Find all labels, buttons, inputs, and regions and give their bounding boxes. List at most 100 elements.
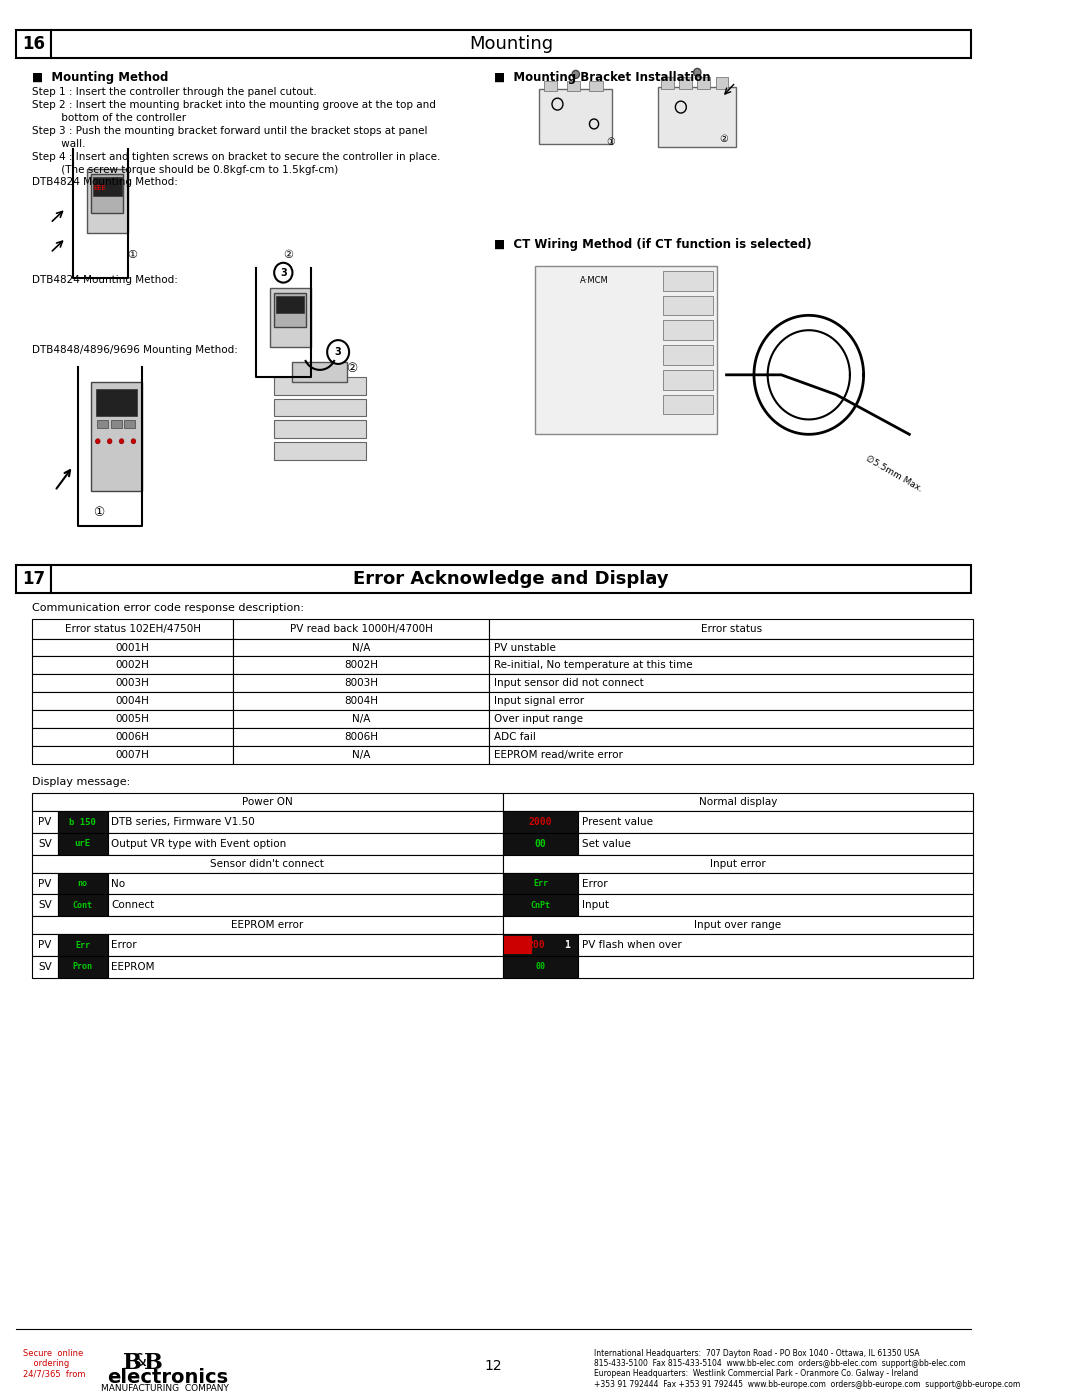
Bar (32, 833, 57, 855)
Text: PV: PV (38, 879, 52, 888)
Bar (86, 169, 127, 233)
Bar (233, 746, 489, 764)
Bar (658, 87, 735, 147)
Circle shape (119, 439, 124, 444)
Text: ■  Mounting Method: ■ Mounting Method (32, 71, 168, 84)
Bar (32, 793, 502, 812)
Text: Error status 102EH/4750H: Error status 102EH/4750H (65, 623, 201, 634)
Bar (57, 894, 108, 916)
Bar (97, 420, 108, 429)
Text: Step 2 : Insert the mounting bracket into the mounting groove at the top and: Step 2 : Insert the mounting bracket int… (32, 101, 436, 110)
Text: Display message:: Display message: (32, 777, 131, 788)
Bar (716, 77, 728, 89)
Bar (233, 619, 489, 638)
Bar (92, 381, 141, 490)
Bar (32, 956, 57, 978)
Text: 0007H: 0007H (116, 750, 149, 760)
Bar (567, 81, 580, 91)
Bar (32, 916, 502, 935)
Text: PV: PV (38, 817, 52, 827)
Text: Power ON: Power ON (242, 798, 293, 807)
Text: Step 4 : Insert and tighten screws on bracket to secure the controller in place.: Step 4 : Insert and tighten screws on br… (32, 152, 441, 162)
Bar (579, 894, 973, 916)
Text: SV: SV (38, 838, 52, 849)
Bar (57, 935, 108, 956)
Bar (698, 77, 710, 89)
Text: EEPROM error: EEPROM error (231, 921, 303, 930)
Text: ②: ② (347, 362, 357, 374)
Bar (16, 29, 51, 57)
Bar (92, 173, 123, 214)
Bar (32, 638, 233, 657)
Text: Secure  online
    ordering
24/7/365  from: Secure online ordering 24/7/365 from (23, 1348, 85, 1379)
Bar (489, 728, 973, 746)
Text: b 150: b 150 (69, 817, 96, 827)
Bar (93, 176, 122, 197)
Text: MANUFACTURING  COMPANY: MANUFACTURING COMPANY (100, 1384, 228, 1393)
Bar (108, 956, 502, 978)
Text: 12: 12 (485, 1358, 502, 1372)
Text: Present value: Present value (582, 817, 653, 827)
Text: Output VR type with Event option: Output VR type with Event option (111, 838, 287, 849)
Bar (679, 77, 692, 89)
Bar (96, 388, 137, 416)
Bar (662, 395, 713, 415)
Bar (489, 675, 973, 692)
Text: Normal display: Normal display (699, 798, 778, 807)
Bar (57, 873, 108, 894)
Bar (502, 894, 579, 916)
Bar (489, 657, 973, 675)
Text: B: B (123, 1351, 143, 1373)
Text: PV unstable: PV unstable (494, 643, 555, 652)
Text: urE: urE (75, 840, 91, 848)
Text: 2000: 2000 (529, 817, 552, 827)
Text: 16: 16 (23, 35, 45, 53)
Bar (502, 833, 579, 855)
Text: Error: Error (111, 940, 137, 950)
Text: Communication error code response description:: Communication error code response descri… (32, 604, 303, 613)
Circle shape (327, 339, 349, 365)
Text: 00: 00 (535, 838, 546, 849)
Text: 17: 17 (23, 570, 45, 588)
Bar (110, 420, 122, 429)
Text: DTB series, Firmware V1.50: DTB series, Firmware V1.50 (111, 817, 255, 827)
Bar (579, 956, 973, 978)
Bar (489, 638, 973, 657)
Text: Input over range: Input over range (694, 921, 782, 930)
Text: EEE: EEE (93, 186, 106, 191)
Text: 0002H: 0002H (116, 661, 149, 671)
Bar (16, 566, 51, 592)
Bar (579, 812, 973, 833)
Bar (32, 746, 233, 764)
Text: N/A: N/A (352, 714, 370, 724)
Bar (32, 728, 233, 746)
Text: Re-initial, No temperature at this time: Re-initial, No temperature at this time (494, 661, 692, 671)
Bar (579, 873, 973, 894)
Bar (662, 370, 713, 390)
Text: A·MCM: A·MCM (580, 275, 609, 285)
Text: Set value: Set value (582, 838, 631, 849)
Text: International Headquarters:  707 Dayton Road - PO Box 1040 - Ottawa, IL 61350 US: International Headquarters: 707 Dayton R… (594, 1348, 1021, 1389)
Bar (32, 894, 57, 916)
Bar (662, 296, 713, 316)
Text: 8004H: 8004H (345, 696, 378, 705)
Text: EEPROM read/write error: EEPROM read/write error (494, 750, 622, 760)
Text: Input signal error: Input signal error (494, 696, 583, 705)
Text: PV flash when over: PV flash when over (582, 940, 681, 950)
Bar (504, 936, 531, 954)
Text: Error Acknowledge and Display: Error Acknowledge and Display (353, 570, 669, 588)
Bar (32, 675, 233, 692)
Bar (502, 916, 973, 935)
Bar (32, 657, 233, 675)
Text: Input sensor did not connect: Input sensor did not connect (494, 678, 644, 689)
Bar (661, 77, 674, 89)
Text: no: no (78, 879, 87, 888)
Bar (539, 89, 612, 144)
Bar (662, 271, 713, 291)
Text: Step 1 : Insert the controller through the panel cutout.: Step 1 : Insert the controller through t… (32, 87, 316, 98)
Bar (502, 956, 579, 978)
Text: Error: Error (582, 879, 608, 888)
Bar (535, 265, 717, 434)
Bar (590, 81, 603, 91)
Bar (662, 345, 713, 365)
